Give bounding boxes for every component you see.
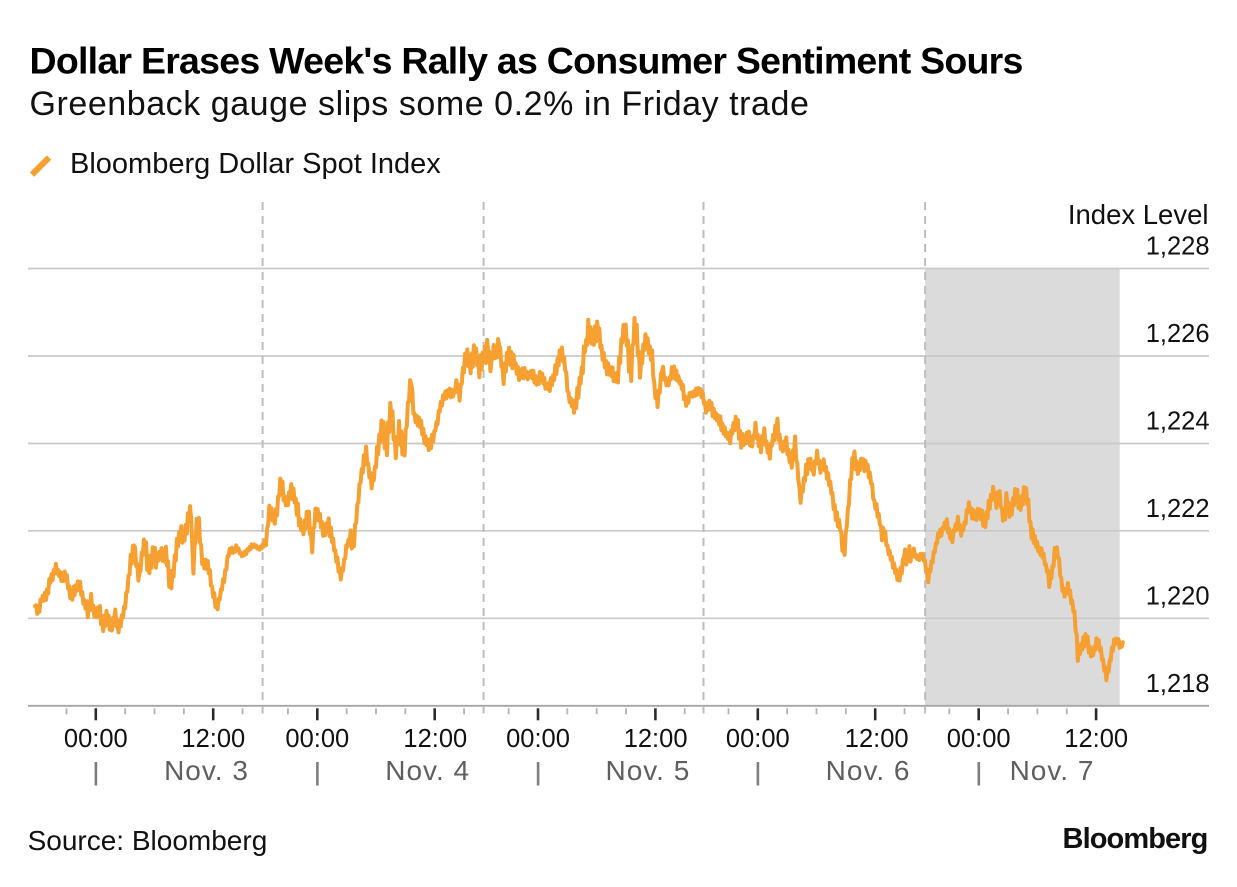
svg-text:1,224: 1,224 <box>1146 407 1210 435</box>
svg-text:00:00: 00:00 <box>947 725 1011 753</box>
svg-text:Nov. 6: Nov. 6 <box>826 755 911 786</box>
svg-text:Bloomberg Dollar Spot Index: Bloomberg Dollar Spot Index <box>70 148 441 180</box>
svg-text:1,228: 1,228 <box>1146 233 1210 261</box>
svg-text:Index Level: Index Level <box>1068 199 1209 230</box>
svg-text:Bloomberg: Bloomberg <box>1063 823 1208 855</box>
svg-text:00:00: 00:00 <box>64 725 128 753</box>
svg-text:1,220: 1,220 <box>1146 582 1210 610</box>
svg-text:Source: Bloomberg: Source: Bloomberg <box>28 825 268 856</box>
svg-text:12:00: 12:00 <box>181 725 245 753</box>
svg-text:00:00: 00:00 <box>726 725 790 753</box>
svg-text:1,218: 1,218 <box>1146 670 1210 698</box>
svg-text:Nov. 7: Nov. 7 <box>1010 755 1095 786</box>
svg-text:1,226: 1,226 <box>1146 320 1210 348</box>
svg-text:Greenback gauge slips some 0.2: Greenback gauge slips some 0.2% in Frida… <box>30 85 810 123</box>
svg-text:Dollar Erases Week's Rally as: Dollar Erases Week's Rally as Consumer S… <box>30 40 1023 82</box>
svg-text:12:00: 12:00 <box>403 725 467 753</box>
svg-text:Nov. 3: Nov. 3 <box>164 755 249 786</box>
svg-text:Nov. 4: Nov. 4 <box>385 755 470 786</box>
svg-text:1,222: 1,222 <box>1146 495 1210 523</box>
svg-text:12:00: 12:00 <box>845 725 909 753</box>
svg-text:12:00: 12:00 <box>624 725 688 753</box>
svg-text:00:00: 00:00 <box>506 725 570 753</box>
svg-text:00:00: 00:00 <box>285 725 349 753</box>
svg-text:Nov. 5: Nov. 5 <box>605 755 690 786</box>
svg-text:12:00: 12:00 <box>1064 725 1128 753</box>
